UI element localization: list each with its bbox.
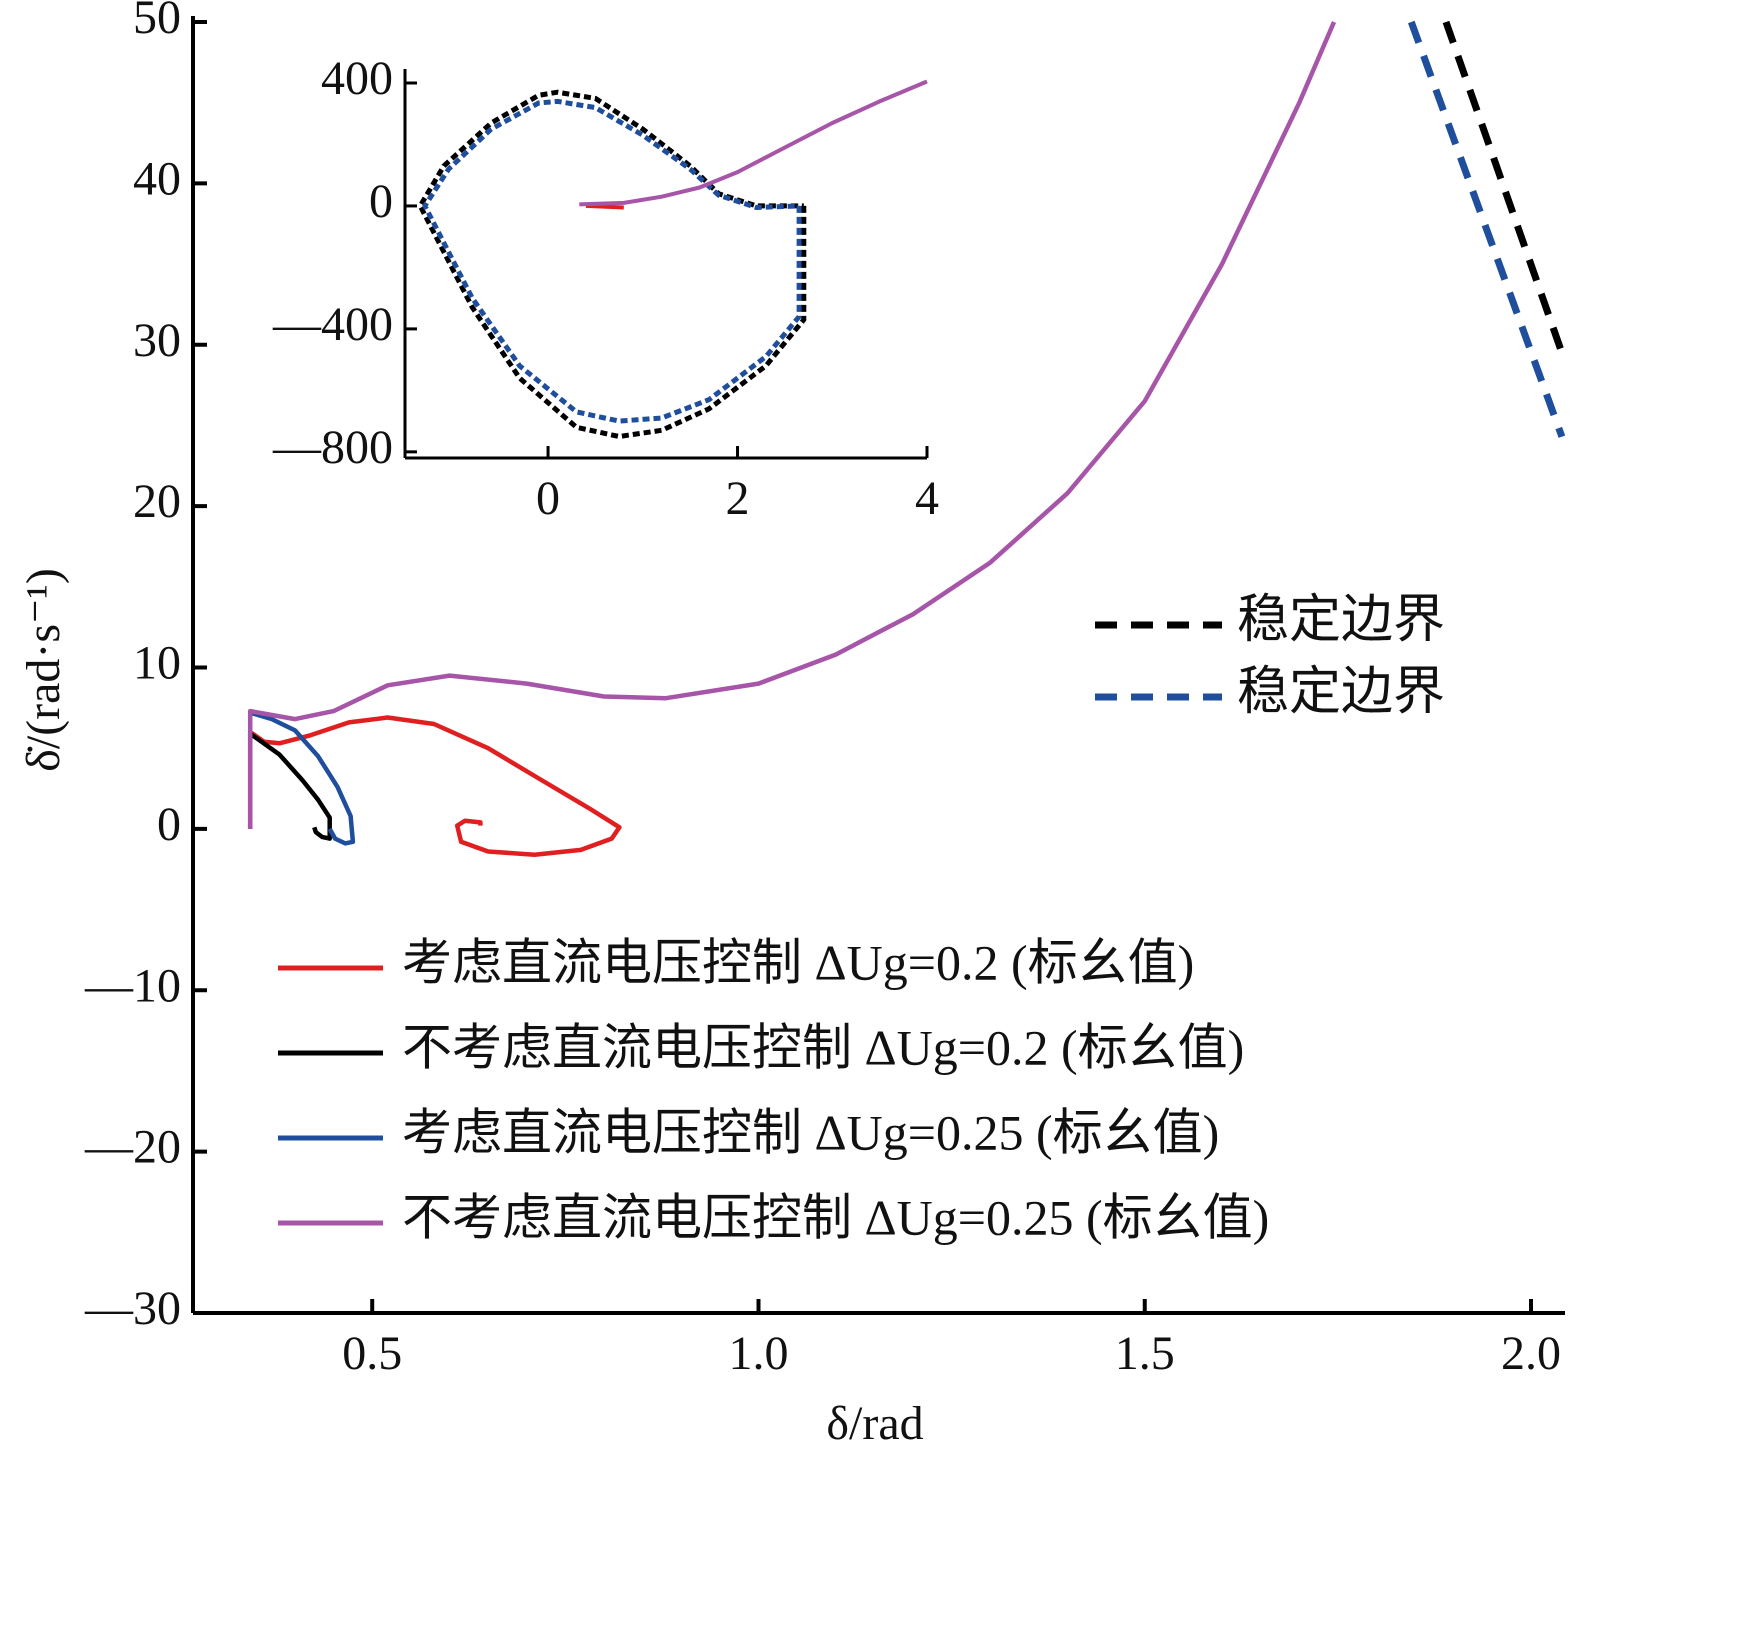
y-tick-label: 10: [133, 637, 181, 690]
boundary-line: [1442, 20, 1565, 354]
y-tick-label: 20: [133, 475, 181, 528]
y-tick-label: 30: [133, 314, 181, 367]
legend-label: 考虑直流电压控制 ΔUg=0.25 (标幺值): [402, 1104, 1219, 1160]
boundary-line: [1408, 20, 1565, 438]
x-tick-label: 2: [726, 472, 750, 525]
legend-label: 稳定边界: [1237, 592, 1445, 649]
y-tick-label: 0: [369, 175, 393, 228]
trajectory-line: [247, 21, 1337, 829]
x-tick-label: 2.0: [1501, 1327, 1561, 1380]
x-axis-label: δ/rad: [826, 1397, 923, 1450]
boundary-line: [422, 98, 802, 424]
x-tick-label: 0.5: [342, 1327, 402, 1380]
trajectory-line: [249, 710, 356, 846]
x-tick-label: 1.0: [728, 1327, 788, 1380]
y-tick-label: —400: [272, 298, 393, 351]
y-tick-label: —20: [84, 1121, 181, 1174]
boundary-line: [417, 89, 807, 439]
plot-area: [417, 79, 928, 439]
y-tick-label: 0: [157, 798, 181, 851]
y-tick-label: —30: [84, 1282, 181, 1335]
x-tick-label: 0: [536, 472, 560, 525]
trajectory-line: [585, 203, 624, 210]
legend-label: 不考虑直流电压控制 ΔUg=0.25 (标幺值): [402, 1189, 1269, 1245]
y-axis-label: δ̇/(rad·s⁻¹): [17, 568, 70, 772]
trajectory-line: [579, 79, 928, 207]
legend-label: 不考虑直流电压控制 ΔUg=0.2 (标幺值): [402, 1019, 1244, 1075]
plot-area: [247, 20, 1565, 857]
legend-label: 稳定边界: [1237, 664, 1445, 721]
trajectory-line: [247, 715, 622, 857]
x-tick-label: 4: [915, 472, 939, 525]
legend-label: 考虑直流电压控制 ΔUg=0.2 (标幺值): [402, 934, 1194, 990]
y-tick-label: 400: [321, 52, 393, 105]
y-tick-label: —10: [84, 959, 181, 1012]
y-tick-label: 40: [133, 152, 181, 205]
x-tick-label: 1.5: [1115, 1327, 1175, 1380]
y-tick-label: 50: [133, 0, 181, 44]
trajectory-line: [248, 731, 332, 841]
y-tick-label: —800: [272, 421, 393, 474]
